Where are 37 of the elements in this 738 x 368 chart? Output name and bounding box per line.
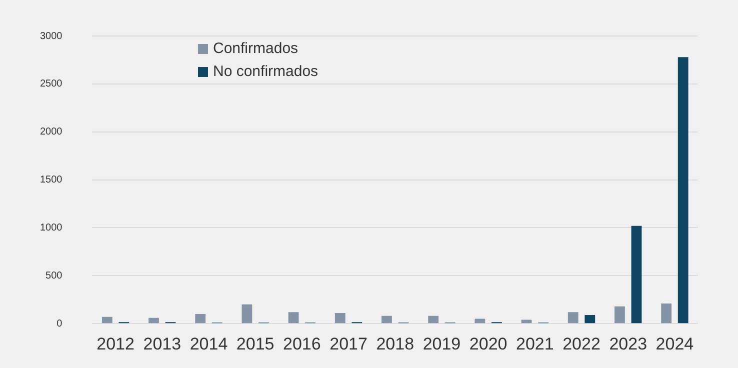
x-tick-label: 2023 [609, 334, 648, 354]
x-tick-label: 2018 [376, 334, 414, 354]
y-tick-label: 3000 [40, 30, 63, 42]
x-tick-label: 2019 [422, 334, 461, 354]
bar [661, 303, 672, 324]
x-tick-label: 2024 [656, 334, 694, 354]
bar [102, 316, 112, 324]
y-tick-label: 2500 [40, 78, 63, 90]
bar [148, 318, 159, 324]
x-tick-label: 2016 [283, 334, 321, 354]
x-tick-label: 2017 [330, 334, 368, 354]
y-tick-label: 0 [56, 318, 63, 330]
x-tick-label: 2021 [516, 334, 554, 354]
bar [474, 318, 486, 324]
bar [584, 314, 596, 324]
x-tick-label: 2012 [96, 334, 134, 354]
bar [631, 226, 642, 324]
x-tick-label: 2013 [143, 334, 182, 354]
legend-label: Confirmados [213, 40, 298, 57]
bar [195, 314, 206, 324]
legend-label: No confirmados [213, 63, 318, 80]
x-tick-label: 2014 [190, 334, 228, 354]
bar [678, 57, 688, 324]
x-tick-label: 2022 [562, 334, 600, 354]
bar [288, 312, 299, 324]
x-tick-label: 2015 [236, 334, 274, 354]
bar [334, 313, 346, 324]
x-tick-label: 2020 [469, 334, 508, 354]
y-tick-label: 1000 [40, 222, 63, 234]
y-tick-label: 2000 [40, 126, 63, 138]
bar [382, 316, 392, 324]
y-tick-label: 500 [46, 270, 63, 282]
bar [428, 316, 439, 324]
bar [614, 306, 625, 324]
y-tick-label: 1500 [40, 174, 63, 186]
bar [242, 304, 252, 324]
bar [568, 312, 578, 324]
